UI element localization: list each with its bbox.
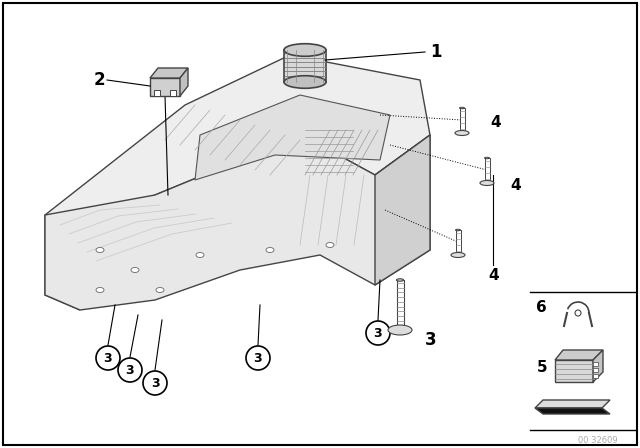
Text: 5: 5 — [536, 359, 547, 375]
Polygon shape — [45, 215, 80, 310]
Bar — [484, 158, 490, 183]
Ellipse shape — [484, 157, 490, 159]
Ellipse shape — [196, 253, 204, 258]
Ellipse shape — [456, 229, 461, 231]
Ellipse shape — [326, 242, 334, 247]
Ellipse shape — [480, 181, 494, 185]
Ellipse shape — [388, 325, 412, 335]
Ellipse shape — [455, 130, 469, 135]
Polygon shape — [555, 350, 603, 360]
Text: 4: 4 — [490, 115, 500, 129]
Text: 3: 3 — [425, 331, 436, 349]
Ellipse shape — [451, 253, 465, 258]
Bar — [456, 230, 461, 255]
Polygon shape — [535, 400, 610, 408]
Text: 6: 6 — [536, 300, 547, 314]
Polygon shape — [535, 408, 610, 414]
Bar — [397, 280, 403, 330]
Text: 3: 3 — [125, 363, 134, 376]
Polygon shape — [375, 135, 430, 285]
Ellipse shape — [96, 288, 104, 293]
Bar — [593, 374, 598, 378]
Text: 3: 3 — [253, 352, 262, 365]
Ellipse shape — [460, 107, 465, 109]
Text: 4: 4 — [488, 267, 499, 283]
Text: 3: 3 — [374, 327, 382, 340]
Bar — [170, 90, 176, 96]
Text: 1: 1 — [430, 43, 442, 61]
Bar — [593, 368, 598, 372]
Ellipse shape — [284, 44, 326, 56]
Bar — [593, 362, 598, 366]
Ellipse shape — [397, 279, 403, 281]
Circle shape — [96, 346, 120, 370]
Text: 3: 3 — [150, 376, 159, 389]
Text: 4: 4 — [510, 177, 520, 193]
Polygon shape — [593, 350, 603, 382]
Polygon shape — [150, 68, 188, 78]
Bar — [284, 50, 326, 82]
Bar — [150, 78, 180, 96]
Ellipse shape — [284, 76, 326, 88]
Text: 2: 2 — [93, 71, 105, 89]
Ellipse shape — [156, 288, 164, 293]
Polygon shape — [180, 68, 188, 96]
Polygon shape — [45, 55, 430, 230]
Bar — [555, 360, 593, 382]
Ellipse shape — [131, 267, 139, 272]
Ellipse shape — [266, 247, 274, 253]
Bar — [154, 90, 160, 96]
Circle shape — [143, 371, 167, 395]
Text: 3: 3 — [104, 352, 112, 365]
Circle shape — [366, 321, 390, 345]
Bar — [460, 108, 465, 133]
Ellipse shape — [96, 247, 104, 253]
Polygon shape — [195, 95, 390, 180]
Circle shape — [118, 358, 142, 382]
Text: 00 32609: 00 32609 — [578, 435, 618, 444]
Circle shape — [575, 310, 581, 316]
Polygon shape — [45, 135, 430, 310]
Circle shape — [246, 346, 270, 370]
